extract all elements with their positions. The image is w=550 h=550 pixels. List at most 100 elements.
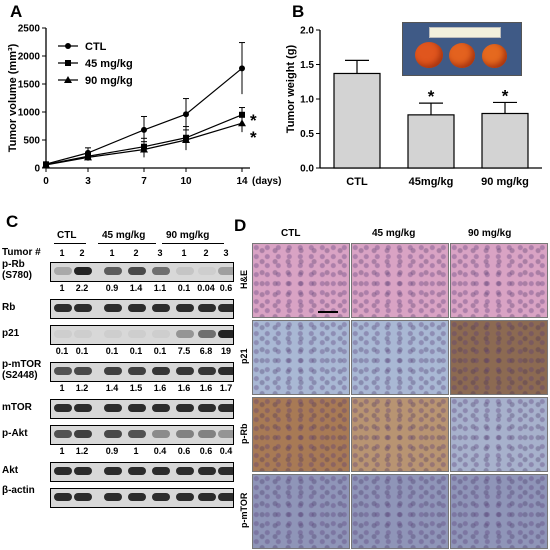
blot-band [74, 304, 92, 312]
blot-group-ctl: CTL [57, 230, 77, 241]
blot-band [152, 267, 170, 275]
data-point [84, 153, 92, 161]
scale-bar [318, 311, 338, 313]
ihc-prb-45 [351, 397, 449, 472]
lane-number: 1 [109, 248, 115, 258]
legend-label: 90 mg/kg [85, 75, 133, 87]
blot-quant-value: 1.6 [177, 383, 191, 393]
blot-band [176, 467, 194, 475]
blot-strip [50, 362, 234, 382]
blot-band [176, 430, 194, 438]
blot-group-line-90 [162, 243, 224, 244]
data-point [141, 126, 147, 133]
blot-band [198, 467, 216, 475]
blot-row-label: p21 [2, 328, 20, 339]
blot-quant-value: 1.1 [153, 283, 167, 293]
blot-band [198, 430, 216, 438]
blot-band [54, 404, 72, 412]
blot-quant-value: 1.7 [219, 383, 233, 393]
blot-strip [50, 399, 234, 419]
blot-band [198, 493, 216, 501]
blot-band [152, 404, 170, 412]
blot-quant-value: 7.5 [177, 346, 191, 356]
blot-band [152, 430, 170, 438]
blot-quant-value: 0.1 [153, 346, 167, 356]
ihc-p21-90 [450, 320, 548, 395]
western-blot-panel: CTL 45 mg/kg 90 mg/kg Tumor # 1 2 1 2 3 1 2 3 p… [0, 230, 236, 550]
y-tick-label: 1000 [18, 108, 41, 119]
blot-band [128, 267, 146, 275]
blot-quant-value: 0.6 [199, 446, 213, 456]
ihc-he-ctl [252, 243, 350, 318]
blot-band [152, 467, 170, 475]
blot-quant-value: 0.1 [177, 283, 191, 293]
tumor-ctl-shape [415, 42, 443, 68]
blot-row-label: p-mTOR (S2448) [2, 359, 42, 381]
data-point [183, 111, 189, 118]
x-tick-label: 0 [43, 176, 49, 187]
blot-band [152, 493, 170, 501]
ruler-shape [429, 27, 501, 38]
tumor-photo [402, 22, 522, 76]
blot-band [104, 367, 122, 375]
y-tick-label: 0.0 [300, 164, 314, 175]
significance-mark: * [502, 86, 509, 105]
blot-quant-value: 0.1 [55, 346, 69, 356]
blot-band [218, 467, 233, 475]
blot-band [128, 367, 146, 375]
blot-quant-value: 2.2 [75, 283, 89, 293]
ihc-pmtor-ctl [252, 474, 350, 549]
blot-quant-value: 0.6 [219, 283, 233, 293]
blot-band [104, 267, 122, 275]
blot-quant-value: 1.6 [153, 383, 167, 393]
blot-band [152, 367, 170, 375]
data-point [42, 160, 50, 168]
y-tick-label: 2.0 [300, 26, 314, 37]
y-axis-label: Tumor volume (mm³) [7, 43, 19, 152]
data-point [140, 145, 148, 153]
blot-band [198, 404, 216, 412]
data-point [238, 119, 246, 127]
ihc-prb-ctl [252, 397, 350, 472]
lane-number: 2 [203, 248, 209, 258]
blot-quant-value: 1.2 [75, 383, 89, 393]
blot-group-45: 45 mg/kg [102, 230, 146, 241]
blot-band [74, 467, 92, 475]
blot-quant-row: 1 1.2 0.9 1 0.4 0.6 0.6 0.4 [50, 446, 232, 457]
y-tick-label: 1.5 [300, 60, 314, 71]
blot-strip [50, 462, 234, 482]
y-tick-label: 2500 [18, 24, 41, 35]
significance-mark: * [250, 128, 257, 147]
blot-band [74, 404, 92, 412]
blot-band [54, 430, 72, 438]
blot-quant-value: 0.4 [153, 446, 167, 456]
blot-quant-value: 1.6 [199, 383, 213, 393]
y-tick-label: 1.0 [300, 95, 314, 106]
blot-group-line-45 [98, 243, 156, 244]
data-point [239, 65, 245, 72]
blot-band [104, 304, 122, 312]
blot-band [74, 267, 92, 275]
blot-band [128, 330, 146, 338]
blot-strip [50, 488, 234, 508]
blot-strip [50, 325, 234, 345]
blot-quant-value: 0.6 [177, 446, 191, 456]
blot-quant-value: 19 [220, 346, 232, 356]
blot-band [218, 430, 233, 438]
blot-group-90: 90 mg/kg [166, 230, 210, 241]
blot-band [104, 404, 122, 412]
ihc-he-45 [351, 243, 449, 318]
blot-row-label: p-Rb (S780) [2, 259, 33, 281]
ihc-col-ctl: CTL [281, 228, 301, 239]
blot-quant-value: 0.04 [197, 283, 215, 293]
blot-band [54, 367, 72, 375]
ihc-row-p21: p21 [239, 348, 249, 365]
blot-band [128, 467, 146, 475]
y-tick-label: 1500 [18, 80, 41, 91]
blot-band [104, 493, 122, 501]
lane-number: 1 [59, 248, 65, 258]
x-axis-label: (days) [252, 176, 281, 187]
blot-band [176, 267, 194, 275]
x-tick-label: 3 [85, 176, 91, 187]
ihc-row-pmtor: p-mTOR [239, 492, 249, 529]
